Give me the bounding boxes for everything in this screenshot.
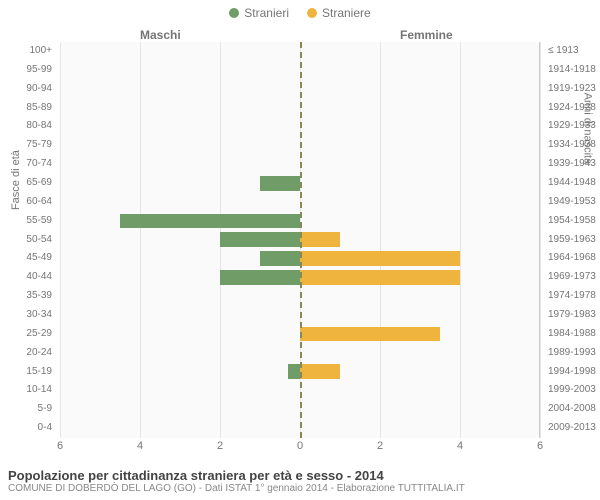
- x-tick: 6: [537, 440, 543, 452]
- chart-title: Popolazione per cittadinanza straniera p…: [8, 468, 592, 483]
- side-title-male: Maschi: [140, 28, 181, 42]
- y-tick-birth: 2009-2013: [544, 419, 600, 438]
- x-tick: 0: [297, 440, 303, 452]
- y-tick-age: 0-4: [0, 419, 56, 438]
- gridline: [540, 42, 541, 438]
- y-tick-birth: 1999-2003: [544, 381, 600, 400]
- y-tick-age: 60-64: [0, 193, 56, 212]
- side-title-female: Femmine: [400, 28, 453, 42]
- y-tick-birth: 1979-1983: [544, 306, 600, 325]
- y-tick-birth: 1914-1918: [544, 61, 600, 80]
- bar-male: [120, 214, 300, 229]
- x-tick: 6: [57, 440, 63, 452]
- y-tick-age: 90-94: [0, 80, 56, 99]
- bar-female: [300, 251, 460, 266]
- y-tick-birth: ≤ 1913: [544, 42, 600, 61]
- bar-female: [300, 327, 440, 342]
- y-axis-right: ≤ 19131914-19181919-19231924-19281929-19…: [544, 42, 600, 438]
- center-divider: [300, 42, 302, 438]
- chart-plot-area: [60, 42, 540, 438]
- legend-label: Stranieri: [244, 6, 289, 20]
- chart-subtitle: COMUNE DI DOBERDÒ DEL LAGO (GO) - Dati I…: [8, 483, 592, 494]
- y-tick-birth: 1934-1938: [544, 136, 600, 155]
- circle-icon: [307, 8, 317, 18]
- bar-male: [260, 251, 300, 266]
- y-tick-age: 30-34: [0, 306, 56, 325]
- circle-icon: [229, 8, 239, 18]
- legend-item-male: Stranieri: [229, 6, 289, 20]
- legend: Stranieri Straniere: [0, 0, 600, 20]
- bar-female: [300, 232, 340, 247]
- y-tick-age: 75-79: [0, 136, 56, 155]
- y-axis-left: 100+95-9990-9485-8980-8475-7970-7465-696…: [0, 42, 56, 438]
- legend-item-female: Straniere: [307, 6, 371, 20]
- x-tick: 4: [457, 440, 463, 452]
- y-tick-age: 80-84: [0, 117, 56, 136]
- y-tick-age: 5-9: [0, 400, 56, 419]
- y-tick-age: 95-99: [0, 61, 56, 80]
- y-tick-birth: 1949-1953: [544, 193, 600, 212]
- y-tick-age: 70-74: [0, 155, 56, 174]
- x-axis: 6 4 2 0 2 4 6: [60, 440, 540, 454]
- bar-male: [288, 364, 300, 379]
- y-tick-age: 50-54: [0, 231, 56, 250]
- y-tick-birth: 1984-1988: [544, 325, 600, 344]
- y-tick-age: 35-39: [0, 287, 56, 306]
- x-tick: 2: [377, 440, 383, 452]
- y-tick-birth: 1954-1958: [544, 212, 600, 231]
- y-tick-birth: 1964-1968: [544, 249, 600, 268]
- y-tick-birth: 1989-1993: [544, 344, 600, 363]
- y-tick-birth: 1994-1998: [544, 363, 600, 382]
- y-tick-birth: 2004-2008: [544, 400, 600, 419]
- y-tick-birth: 1944-1948: [544, 174, 600, 193]
- y-tick-age: 20-24: [0, 344, 56, 363]
- y-tick-birth: 1974-1978: [544, 287, 600, 306]
- chart-footer: Popolazione per cittadinanza straniera p…: [8, 468, 592, 494]
- bar-female: [300, 270, 460, 285]
- y-tick-age: 25-29: [0, 325, 56, 344]
- bar-male: [220, 232, 300, 247]
- y-tick-age: 65-69: [0, 174, 56, 193]
- y-tick-age: 100+: [0, 42, 56, 61]
- bar-female: [300, 364, 340, 379]
- x-tick: 2: [217, 440, 223, 452]
- y-tick-age: 85-89: [0, 99, 56, 118]
- bar-male: [220, 270, 300, 285]
- y-tick-birth: 1939-1943: [544, 155, 600, 174]
- y-tick-birth: 1959-1963: [544, 231, 600, 250]
- y-tick-birth: 1969-1973: [544, 268, 600, 287]
- legend-label: Straniere: [322, 6, 371, 20]
- y-tick-birth: 1924-1928: [544, 99, 600, 118]
- y-tick-birth: 1929-1933: [544, 117, 600, 136]
- x-tick: 4: [137, 440, 143, 452]
- bar-male: [260, 176, 300, 191]
- y-tick-age: 45-49: [0, 249, 56, 268]
- y-tick-age: 55-59: [0, 212, 56, 231]
- y-tick-age: 10-14: [0, 381, 56, 400]
- y-tick-birth: 1919-1923: [544, 80, 600, 99]
- y-tick-age: 15-19: [0, 363, 56, 382]
- y-tick-age: 40-44: [0, 268, 56, 287]
